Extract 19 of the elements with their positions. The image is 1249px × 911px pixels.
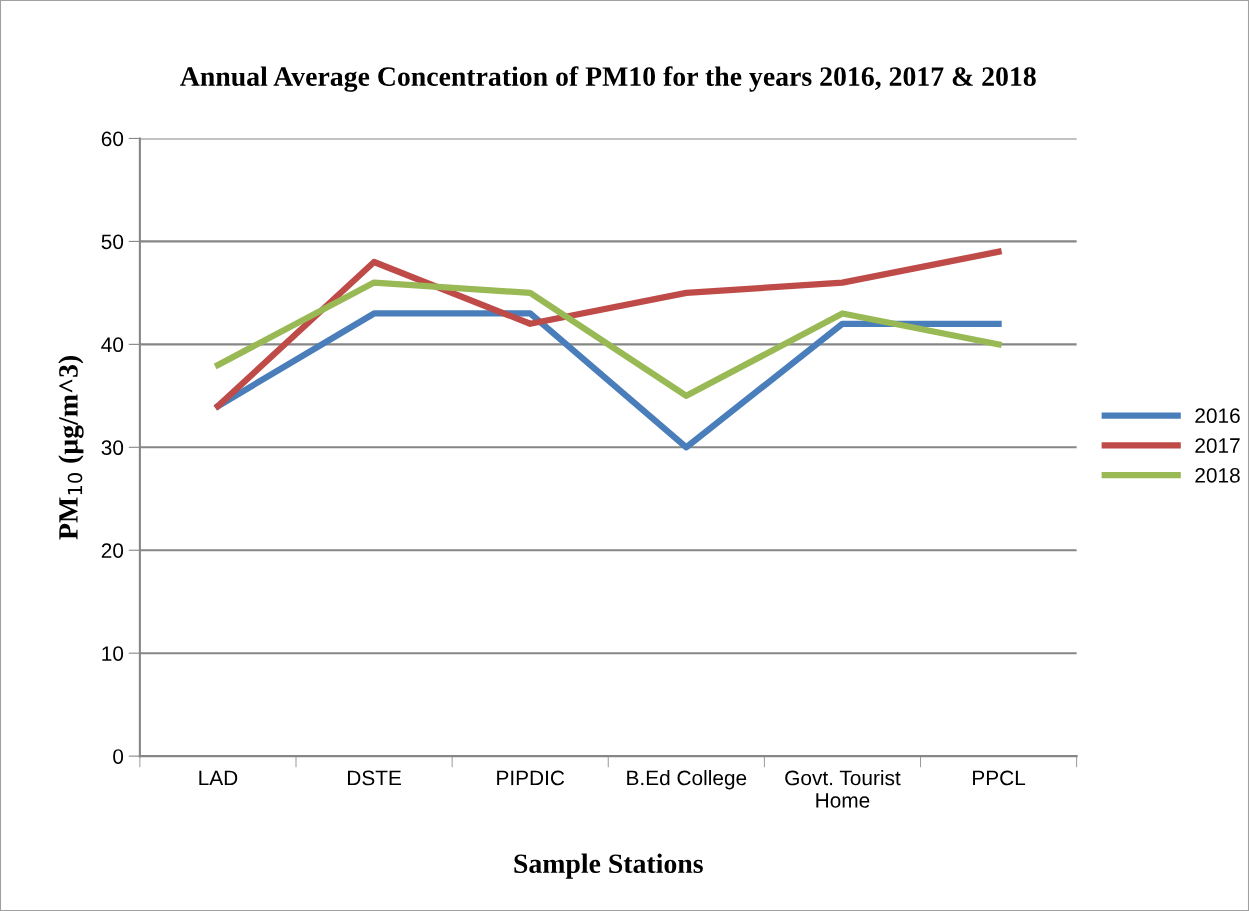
x-tick-label: PPCL (973, 770, 1026, 786)
x-tick-label: B.Ed College (627, 770, 747, 790)
legend-label: 2018 (1195, 467, 1240, 483)
x-axis-title: Sample Stations (514, 853, 703, 879)
y-tick-label: 30 (101, 440, 124, 456)
y-tick-label: 50 (101, 234, 124, 250)
y-tick-label: 60 (101, 131, 124, 147)
y-tick-label: 10 (102, 646, 124, 661)
x-tick-label: LAD (199, 770, 238, 786)
x-tick-label: Govt. Tourist Home (785, 770, 901, 808)
legend-label: 2016 (1195, 408, 1240, 424)
y-tick-label: 20 (101, 543, 124, 558)
x-tick-label: PIPDIC (497, 770, 565, 786)
y-axis-title: PM$_{10}$ (µg/m^3) (58, 355, 84, 540)
legend-label: 2017 (1195, 438, 1240, 453)
chart-title: Annual Average Concentration of PM10 for the years 2016, 2017 & 2018 (180, 66, 1036, 92)
y-tick-label: 0 (113, 749, 124, 764)
y-tick-label: 40 (101, 337, 124, 353)
x-tick-label: DSTE (348, 770, 401, 786)
